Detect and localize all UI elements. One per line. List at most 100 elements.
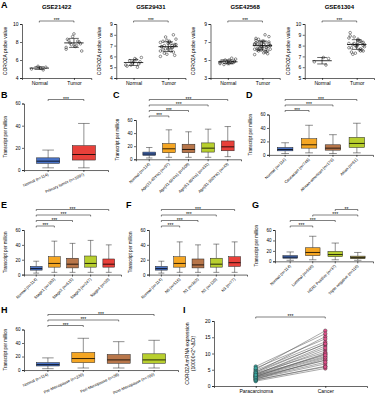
tick-label: 60 [15, 101, 21, 106]
plot: 0204060Normal (n=114)Primary tumor (n=10… [15, 96, 108, 194]
median [72, 154, 95, 155]
median [103, 264, 115, 265]
whisker [290, 258, 291, 260]
error-cap [163, 51, 173, 52]
whisker-cap [42, 357, 54, 358]
tick-mark [209, 42, 211, 43]
tick-mark [20, 60, 22, 61]
whisker [83, 123, 84, 145]
whisker [335, 257, 336, 260]
point [219, 62, 222, 65]
box [162, 144, 175, 153]
tick-mark [303, 46, 305, 47]
panel: 3579NormalTumor***GSE42568CORO2A probe v… [190, 4, 280, 86]
tick: 20 [260, 139, 269, 144]
whisker-cap [158, 261, 164, 262]
error-bar [168, 42, 169, 52]
box [72, 146, 95, 160]
tick: 20 [15, 354, 24, 359]
point [323, 342, 327, 346]
median [328, 254, 343, 255]
tick-mark [209, 78, 211, 79]
whisker-cap [88, 240, 94, 241]
tick-mark [335, 261, 336, 263]
tick-label: N2 (n=120) [200, 276, 218, 294]
y-axis-title: CORO2A probe value [285, 27, 291, 76]
whisker-cap [78, 338, 90, 339]
tick-mark [216, 275, 217, 277]
y-axis-title: Transcript per million [248, 113, 253, 155]
tick-label: Age(81-100Yrs) (n=43) [197, 161, 230, 194]
error-bar [262, 41, 263, 50]
x-axis: Normal (n=114)Age(21-40Yrs) (n=97)Age(41… [128, 159, 242, 194]
tick: 0 [18, 273, 24, 278]
error-cap [34, 69, 44, 70]
median [155, 268, 167, 269]
tick-label: 7 [204, 39, 207, 45]
tick-mark [22, 126, 24, 127]
median [174, 263, 186, 264]
point [264, 42, 267, 45]
tick: 8 [298, 43, 304, 49]
median [37, 161, 60, 162]
whisker [118, 342, 119, 355]
tick-mark [267, 115, 269, 116]
point [140, 56, 143, 59]
whisker [118, 363, 119, 368]
point [168, 41, 171, 44]
axis-line [267, 115, 270, 155]
y-axis: 0204060 [260, 112, 269, 157]
tick-label: 20 [140, 258, 146, 263]
tick: 20 [266, 249, 275, 254]
whisker-cap [70, 243, 76, 244]
marks [37, 123, 96, 167]
error-cap [129, 59, 139, 60]
tick-mark [114, 24, 116, 25]
tick-label: 4 [110, 75, 113, 81]
tick-mark [273, 251, 275, 252]
axis-line [147, 231, 150, 276]
tick-mark [303, 35, 305, 36]
tick-mark [22, 330, 24, 331]
whisker [216, 244, 217, 258]
plot: 0204060Normal (n=114)Age(21-40Yrs) (n=97… [127, 96, 241, 194]
median [229, 262, 241, 263]
tick: 7 [298, 54, 304, 60]
whisker [285, 151, 286, 154]
median [350, 257, 365, 258]
box [328, 251, 343, 256]
tick: 6 [16, 57, 22, 63]
tick-mark [22, 275, 24, 276]
tick-mark [161, 275, 162, 277]
y-axis: 46810 [13, 21, 23, 81]
error-cap [258, 41, 268, 42]
tick-label: Paracarcinoma [239, 388, 273, 394]
error-cap [223, 60, 233, 61]
tick-mark [22, 148, 24, 149]
tick-mark [22, 230, 24, 231]
point [264, 51, 267, 54]
panel-label: B [1, 90, 8, 100]
tick: 20 [15, 146, 24, 151]
point [323, 337, 327, 341]
error-cap [352, 49, 362, 50]
median [202, 148, 215, 149]
point [323, 346, 327, 350]
whisker [54, 241, 55, 257]
point [136, 66, 139, 69]
tick: 60 [15, 228, 24, 233]
whisker [168, 130, 169, 144]
tick-label: Cancer [318, 388, 334, 394]
whisker [234, 242, 235, 257]
tick: 7 [204, 39, 210, 45]
point [166, 39, 169, 42]
box [48, 257, 60, 267]
tick: 3 [204, 75, 210, 81]
subplot-title: GSE42568 [230, 4, 260, 10]
axis-line [114, 25, 117, 79]
tick-mark [208, 159, 209, 161]
box [85, 256, 97, 267]
tick-mark [134, 133, 136, 134]
tick: 60 [260, 112, 269, 117]
point [323, 342, 327, 346]
